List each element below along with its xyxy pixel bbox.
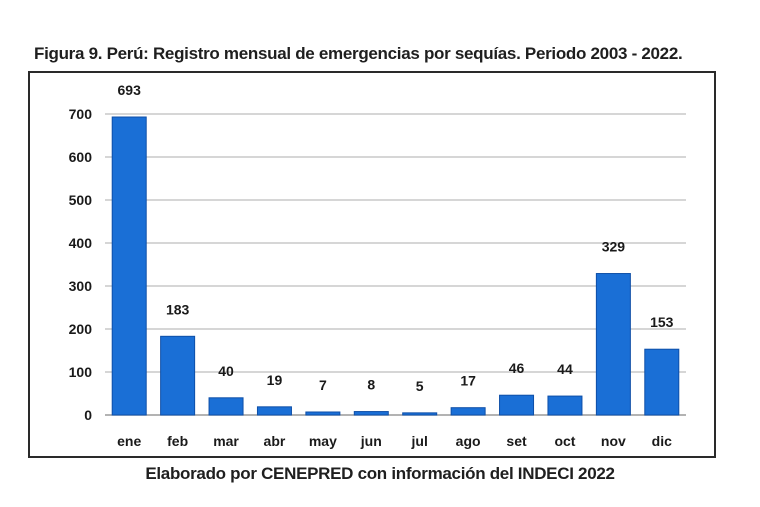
y-tick-label: 600 (69, 149, 93, 165)
bar-abr (256, 406, 292, 416)
bar-ago (450, 407, 486, 416)
data-label-nov: 329 (602, 239, 626, 255)
y-tick-label: 400 (69, 235, 93, 251)
bar-nov (595, 273, 631, 416)
bar-feb (160, 335, 196, 416)
data-label-ago: 17 (460, 373, 476, 389)
bar-may (305, 411, 341, 416)
x-tick-label-oct: oct (554, 433, 575, 449)
bar-dic (644, 348, 680, 416)
data-label-may: 7 (319, 377, 327, 393)
x-tick-label-dic: dic (652, 433, 672, 449)
y-tick-label: 200 (69, 321, 93, 337)
x-tick-label-feb: feb (167, 433, 188, 449)
y-tick-label: 500 (69, 192, 93, 208)
data-labels: 693 183 40 19 7 8 5 17 46 44 329 153 (118, 82, 674, 394)
x-tick-label-mar: mar (213, 433, 239, 449)
x-tick-label-nov: nov (601, 433, 626, 449)
y-tick-label: 0 (84, 407, 92, 423)
x-axis-ticks: ene feb mar abr may jun jul ago set oct nov dic (117, 433, 672, 449)
x-tick-label-may: may (309, 433, 337, 449)
source-note: Elaborado por CENEPRED con información d… (145, 464, 615, 483)
x-tick-label-set: set (506, 433, 527, 449)
bar-set (499, 394, 535, 416)
y-axis-ticks: 0 100 200 300 400 500 600 700 (69, 106, 93, 423)
data-label-feb: 183 (166, 301, 190, 317)
x-tick-label-ago: ago (456, 433, 481, 449)
data-label-set: 46 (509, 360, 525, 376)
bar-jun (353, 411, 389, 416)
x-tick-label-ene: ene (117, 433, 141, 449)
x-tick-label-jul: jul (411, 433, 428, 449)
gridlines (105, 113, 686, 416)
bar-oct (547, 395, 583, 416)
data-label-jun: 8 (367, 377, 375, 393)
bar-ene (111, 116, 147, 416)
data-label-jul: 5 (416, 378, 424, 394)
chart-title: Figura 9. Perú: Registro mensual de emer… (34, 44, 683, 63)
x-tick-label-jun: jun (360, 433, 382, 449)
data-label-ene: 693 (118, 82, 142, 98)
data-label-dic: 153 (650, 314, 674, 330)
bars (111, 116, 680, 416)
y-tick-label: 700 (69, 106, 93, 122)
data-label-abr: 19 (267, 372, 283, 388)
data-label-mar: 40 (218, 363, 234, 379)
data-label-oct: 44 (557, 361, 573, 377)
x-tick-label-abr: abr (264, 433, 286, 449)
y-tick-label: 100 (69, 364, 93, 380)
bar-mar (208, 397, 244, 416)
bar-jul (402, 412, 438, 416)
y-tick-label: 300 (69, 278, 93, 294)
